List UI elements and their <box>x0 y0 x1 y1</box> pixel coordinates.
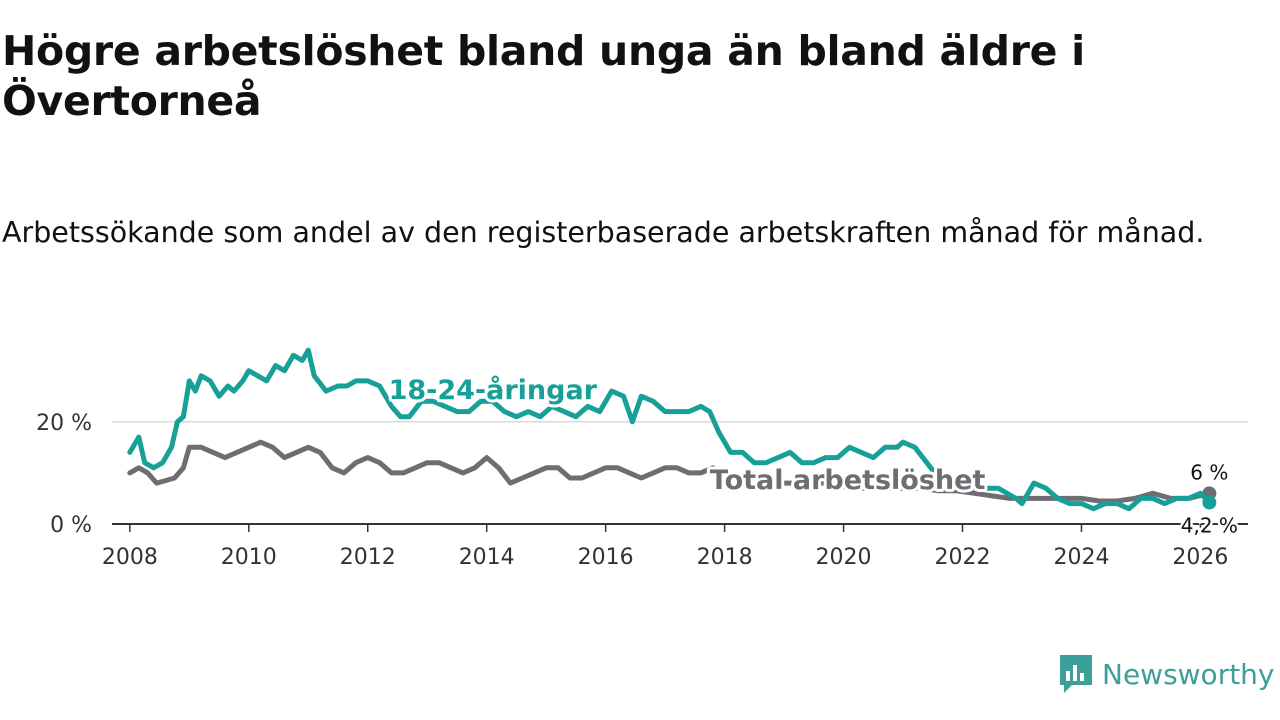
series-line-18-24-åringar <box>127 347 1212 512</box>
chart-labels: 18-24-åringar Total arbetslöshet 6 % 4,2 % <box>386 371 1241 540</box>
brand-name: Newsworthy <box>1102 657 1275 691</box>
chart-title: Högre arbetslöshet bland unga än bland ä… <box>2 27 1085 125</box>
series-line-total-arbetslöshet <box>127 439 1212 504</box>
newsworthy-logo: Newsworthy <box>1058 652 1275 696</box>
bar-chart-bubble-icon <box>1060 655 1092 693</box>
chart-subtitle: Arbetssökande som andel av den registerb… <box>2 216 1205 249</box>
y-tick-label-1: 20 % <box>36 411 92 436</box>
x-tick-label-4: 2016 <box>578 545 634 570</box>
series-lines <box>127 347 1217 512</box>
series-label-youth: 18-24-åringar <box>389 374 598 406</box>
end-value-label-1: 4,2 % <box>1181 514 1238 538</box>
x-tick-label-2: 2012 <box>340 545 396 570</box>
x-axis: 0 % 20 % 2008 2010 2012 2014 2016 2018 2020 2022 2… <box>36 411 1248 570</box>
end-value-label-0: 6 % <box>1190 460 1228 484</box>
x-tick-label-8: 2024 <box>1053 545 1109 570</box>
x-tick-label-5: 2018 <box>697 545 753 570</box>
x-tick-label-6: 2020 <box>816 545 872 570</box>
x-tick-label-1: 2010 <box>221 545 277 570</box>
x-tick-label-0: 2008 <box>102 545 158 570</box>
series-label-total: Total arbetslöshet <box>710 465 986 496</box>
end-point-0 <box>1202 495 1217 510</box>
y-tick-label-0: 0 % <box>50 513 92 538</box>
x-tick-label-9: 2026 <box>1172 545 1228 570</box>
x-tick-label-7: 2022 <box>935 545 991 570</box>
x-tick-label-3: 2014 <box>459 545 515 570</box>
